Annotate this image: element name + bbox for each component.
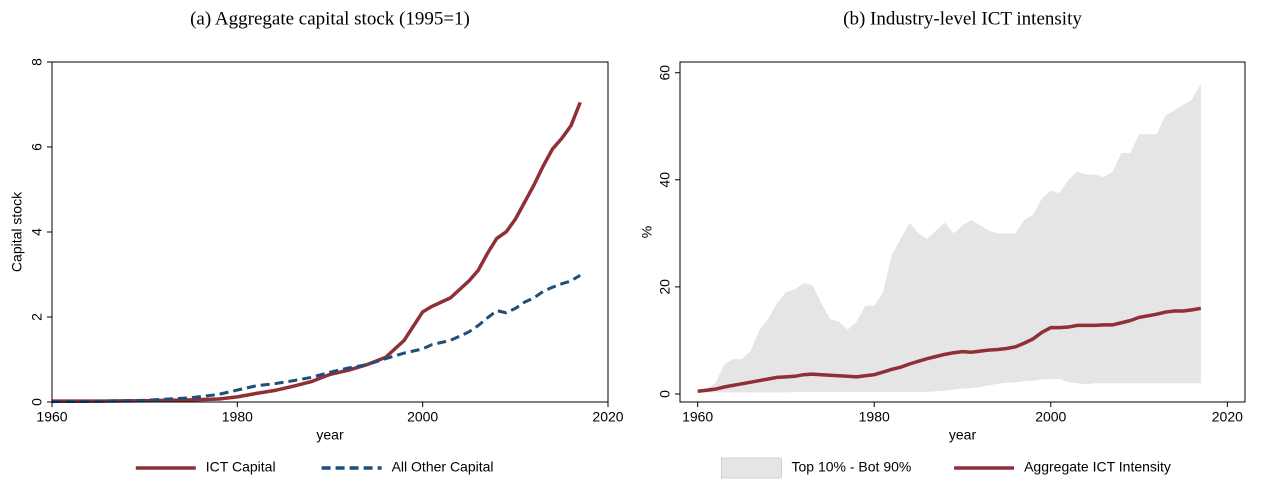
x-tick-label: 1960 <box>36 409 67 425</box>
legend-label: Top 10% - Bot 90% <box>792 459 912 475</box>
y-tick-label: 20 <box>657 279 673 295</box>
legend-label: Aggregate ICT Intensity <box>1024 459 1171 475</box>
y-tick-label: 60 <box>657 65 673 81</box>
y-tick-label: 40 <box>657 172 673 188</box>
plot-frame <box>679 61 1246 403</box>
chart-title: (b) Industry-level ICT intensity <box>843 8 1082 29</box>
y-tick-label: 2 <box>29 313 45 321</box>
line <box>51 274 581 404</box>
plot-frame <box>51 61 609 403</box>
x-tick-label: 1960 <box>682 409 713 425</box>
y-tick-label: 8 <box>29 58 45 66</box>
y-tick-label: 0 <box>29 398 45 406</box>
line <box>52 101 582 403</box>
x-tick-label: 2020 <box>1212 409 1243 425</box>
x-tick-label: 2000 <box>1035 409 1066 425</box>
y-tick-label: 6 <box>29 143 45 151</box>
y-tick-label: 4 <box>29 228 45 236</box>
line <box>697 306 1202 394</box>
x-tick-label: 1980 <box>859 409 890 425</box>
legend-label: ICT Capital <box>206 459 276 475</box>
legend-swatch <box>721 457 782 479</box>
band <box>697 83 1201 393</box>
x-tick-label: 2020 <box>592 409 623 425</box>
y-axis-label: Capital stock <box>9 191 25 272</box>
x-tick-label: 1980 <box>222 409 253 425</box>
x-tick-label: 2000 <box>407 409 438 425</box>
y-tick-label: 0 <box>657 390 673 398</box>
y-axis-label: % <box>639 226 655 238</box>
x-axis-label: year <box>316 427 344 443</box>
chart-title: (a) Aggregate capital stock (1995=1) <box>190 8 470 29</box>
legend-label: All Other Capital <box>392 459 494 475</box>
x-axis-label: year <box>949 427 977 443</box>
